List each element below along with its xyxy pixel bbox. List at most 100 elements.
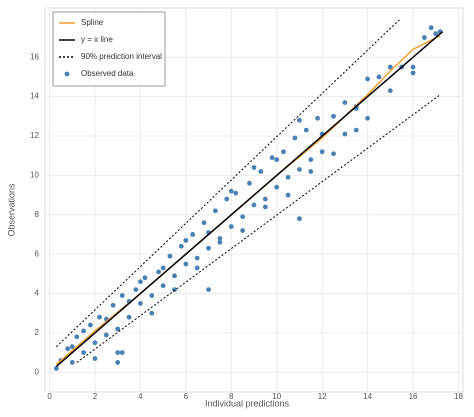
data-point xyxy=(342,131,348,137)
data-point xyxy=(258,169,264,174)
data-point xyxy=(331,151,336,157)
legend-label: 90% prediction interval xyxy=(81,52,162,61)
interval-lower xyxy=(76,94,441,363)
data-point xyxy=(69,344,75,350)
data-point xyxy=(387,88,393,94)
data-point xyxy=(433,31,439,36)
data-point xyxy=(167,253,173,259)
data-point xyxy=(149,310,155,316)
data-point xyxy=(303,127,309,133)
data-point xyxy=(315,115,321,121)
y-axis-label: Observations xyxy=(6,183,16,237)
data-point xyxy=(297,167,302,172)
data-point xyxy=(138,300,143,306)
x-tick-label: 6 xyxy=(184,392,189,401)
data-point xyxy=(353,127,359,133)
data-point xyxy=(53,365,59,371)
data-point xyxy=(251,202,257,208)
data-point xyxy=(224,196,230,202)
data-point xyxy=(297,216,302,222)
data-point xyxy=(228,224,234,229)
data-point xyxy=(308,169,314,174)
interval-upper xyxy=(56,19,400,348)
data-point xyxy=(126,314,132,320)
data-point xyxy=(110,302,116,308)
data-point xyxy=(119,350,125,356)
data-point xyxy=(115,360,121,365)
y-tick-label: 4 xyxy=(35,289,40,298)
x-axis-label: Individual predictions xyxy=(205,398,290,408)
data-point xyxy=(247,180,252,186)
legend-marker xyxy=(64,71,70,77)
data-point xyxy=(160,283,166,289)
data-point xyxy=(160,265,166,271)
x-tick-label: 2 xyxy=(93,392,98,401)
data-point xyxy=(138,279,143,285)
data-point xyxy=(92,340,98,346)
data-point xyxy=(274,157,280,163)
data-point xyxy=(183,261,189,267)
y-tick-label: 16 xyxy=(30,52,39,61)
data-point xyxy=(206,287,211,292)
legend-label: Spline xyxy=(81,18,104,27)
data-point xyxy=(262,196,268,202)
y-tick-label: 6 xyxy=(35,249,40,258)
data-point xyxy=(115,350,121,356)
data-point xyxy=(103,332,109,338)
legend-label: Observed data xyxy=(81,69,134,78)
data-point xyxy=(183,237,189,243)
data-point xyxy=(376,74,382,80)
data-point xyxy=(410,64,416,70)
data-point xyxy=(81,328,87,334)
y-tick-label: 14 xyxy=(30,92,39,101)
x-tick-label: 0 xyxy=(47,392,52,401)
x-tick-label: 18 xyxy=(454,392,463,401)
data-point xyxy=(92,356,98,361)
data-point xyxy=(365,115,370,121)
data-point xyxy=(421,35,427,40)
y-tick-label: 8 xyxy=(35,210,40,219)
data-point xyxy=(331,113,336,119)
x-tick-label: 12 xyxy=(318,392,327,401)
data-point xyxy=(119,293,125,298)
data-point xyxy=(194,265,200,271)
data-point xyxy=(190,232,196,237)
data-point xyxy=(81,350,87,356)
data-point xyxy=(149,293,155,298)
data-point xyxy=(217,239,223,245)
data-point xyxy=(115,326,121,332)
legend-label: y = x line xyxy=(81,35,113,44)
data-point xyxy=(319,149,325,155)
data-point xyxy=(172,273,177,279)
identity-line xyxy=(55,31,444,367)
data-point xyxy=(281,149,286,155)
data-point xyxy=(133,287,139,292)
data-point xyxy=(88,322,93,328)
data-point xyxy=(285,192,291,198)
x-tick-label: 16 xyxy=(409,392,418,401)
x-tick-label: 8 xyxy=(229,392,234,401)
x-tick-label: 10 xyxy=(272,392,281,401)
data-point xyxy=(269,155,275,161)
data-point xyxy=(194,255,200,261)
data-point xyxy=(365,76,370,82)
data-point xyxy=(69,360,75,365)
data-point xyxy=(251,165,257,170)
data-point xyxy=(342,100,348,105)
data-point xyxy=(206,245,211,251)
data-point xyxy=(97,314,102,320)
y-tick-label: 2 xyxy=(35,328,40,337)
x-tick-label: 4 xyxy=(138,392,143,401)
data-point xyxy=(172,287,177,292)
legend-box xyxy=(52,11,166,87)
data-point xyxy=(228,188,234,194)
data-point xyxy=(387,64,393,70)
data-point xyxy=(74,334,80,340)
data-point xyxy=(410,70,416,76)
data-point xyxy=(292,135,298,141)
data-point xyxy=(308,157,314,163)
data-point xyxy=(142,275,148,281)
data-point xyxy=(217,236,223,241)
y-tick-label: 12 xyxy=(30,131,39,140)
